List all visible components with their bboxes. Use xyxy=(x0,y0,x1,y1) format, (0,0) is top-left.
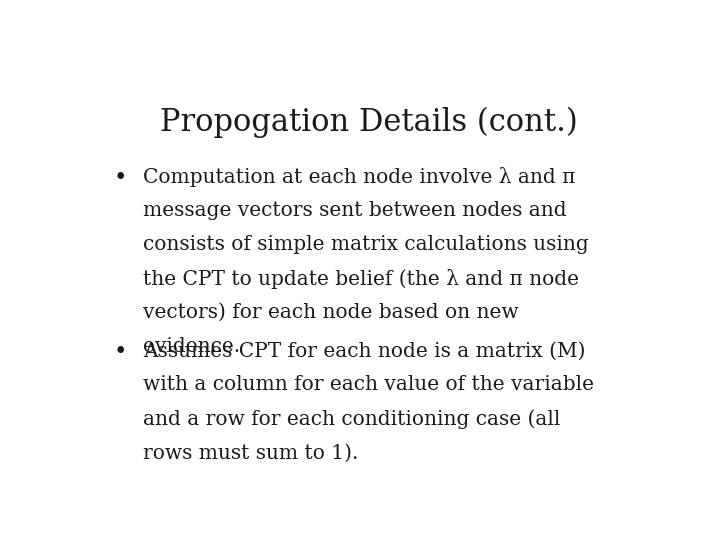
Text: •: • xyxy=(114,167,127,188)
Text: rows must sum to 1).: rows must sum to 1). xyxy=(143,443,359,463)
Text: •: • xyxy=(114,341,127,363)
Text: consists of simple matrix calculations using: consists of simple matrix calculations u… xyxy=(143,235,589,254)
Text: Computation at each node involve λ and π: Computation at each node involve λ and π xyxy=(143,167,575,187)
Text: Assumes CPT for each node is a matrix (M): Assumes CPT for each node is a matrix (M… xyxy=(143,341,585,360)
Text: the CPT to update belief (the λ and π node: the CPT to update belief (the λ and π no… xyxy=(143,269,579,289)
Text: Propogation Details (cont.): Propogation Details (cont.) xyxy=(160,106,578,138)
Text: with a column for each value of the variable: with a column for each value of the vari… xyxy=(143,375,594,394)
Text: and a row for each conditioning case (all: and a row for each conditioning case (al… xyxy=(143,409,560,429)
Text: evidence.: evidence. xyxy=(143,337,240,356)
Text: message vectors sent between nodes and: message vectors sent between nodes and xyxy=(143,201,567,220)
Text: vectors) for each node based on new: vectors) for each node based on new xyxy=(143,303,518,322)
